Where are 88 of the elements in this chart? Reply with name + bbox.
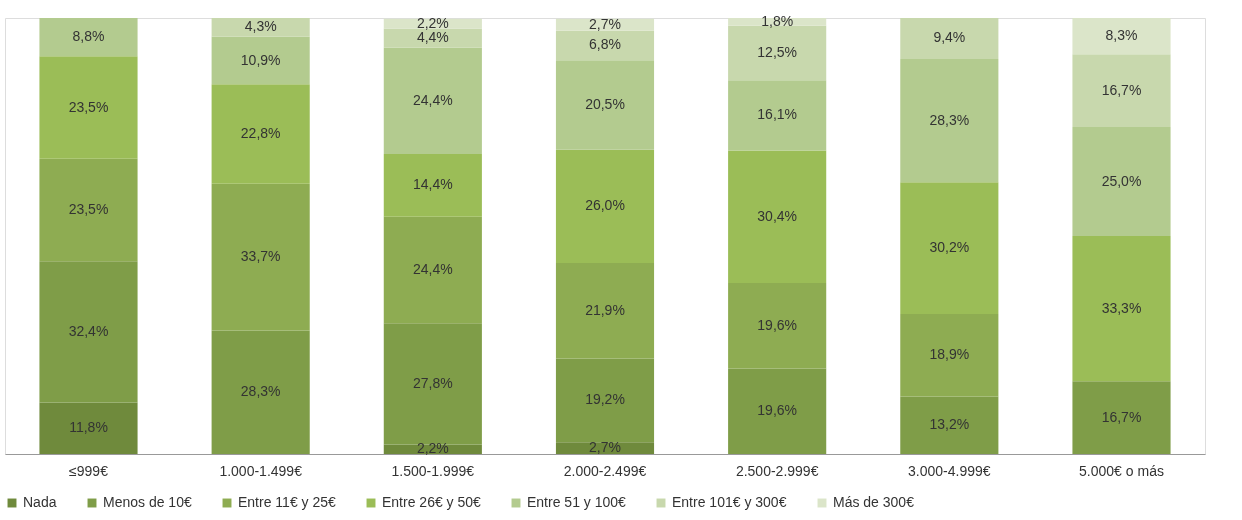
bar	[1072, 236, 1171, 382]
bar	[555, 263, 655, 359]
data-label: 28,3%	[240, 383, 281, 400]
bar	[900, 314, 999, 397]
bar	[1072, 127, 1171, 236]
x-tick-label: 2.500-2.999€	[735, 462, 819, 479]
bar	[211, 183, 310, 331]
data-label: 16,1%	[757, 106, 798, 123]
legend-label: Nada	[23, 494, 57, 510]
bar	[383, 323, 482, 445]
data-label: 2,2%	[416, 14, 449, 31]
bar	[383, 47, 482, 155]
bar	[383, 216, 482, 324]
bar	[728, 283, 827, 369]
bar	[1072, 54, 1171, 127]
bar	[1072, 18, 1171, 55]
data-label: 20,5%	[585, 95, 625, 112]
bar	[39, 261, 138, 403]
x-tick-label: 1.000-1.499€	[219, 462, 303, 479]
bar	[555, 30, 655, 61]
data-label: 25,0%	[1101, 172, 1142, 189]
data-label: 4,3%	[244, 18, 277, 35]
data-label: 19,2%	[585, 391, 625, 408]
bar	[728, 80, 827, 151]
data-label: 33,7%	[240, 248, 281, 265]
bar	[728, 368, 827, 454]
data-label: 1,8%	[761, 12, 794, 29]
data-label: 23,5%	[68, 201, 109, 218]
data-label: 2,7%	[589, 439, 621, 456]
data-label: 8,3%	[1105, 27, 1138, 44]
data-label: 2,7%	[589, 15, 621, 32]
data-label: 4,4%	[416, 29, 449, 46]
data-label: 16,7%	[1101, 408, 1142, 425]
bar	[900, 182, 999, 315]
bar	[900, 396, 999, 454]
bar	[383, 28, 482, 48]
bar	[555, 358, 655, 443]
legend-label: Menos de 10€	[103, 494, 192, 510]
data-label: 19,6%	[757, 402, 798, 419]
data-label: 11,8%	[69, 419, 108, 436]
legend-label: Más de 300€	[833, 494, 915, 510]
data-label: 10,9%	[240, 51, 281, 68]
bar	[211, 36, 310, 85]
bar	[383, 154, 482, 217]
bar	[39, 402, 138, 454]
legend-label: Entre 26€ y 50€	[382, 494, 482, 510]
x-tick-label: 1.500-1.999€	[391, 462, 475, 479]
x-tick-label: 3.000-4.999€	[908, 462, 991, 479]
data-label: 22,8%	[240, 124, 281, 141]
bar	[1072, 381, 1171, 454]
bar	[39, 158, 138, 262]
data-label: 6,8%	[589, 36, 621, 53]
data-label: 30,2%	[929, 239, 970, 256]
bar	[211, 84, 310, 184]
bar	[39, 18, 138, 57]
data-label: 26,0%	[585, 197, 625, 214]
data-label: 30,4%	[757, 207, 798, 224]
data-label: 32,4%	[68, 322, 109, 339]
data-label: 24,4%	[412, 91, 453, 108]
bar	[39, 56, 138, 159]
bar	[900, 58, 999, 183]
bar	[211, 330, 310, 454]
data-label: 13,2%	[929, 416, 970, 433]
data-label: 18,9%	[929, 346, 970, 363]
data-label: 8,8%	[72, 28, 105, 45]
data-label: 2,2%	[416, 440, 449, 457]
data-label: 27,8%	[412, 374, 453, 391]
data-label: 21,9%	[585, 301, 625, 318]
legend-label: Entre 11€ y 25€	[238, 494, 337, 510]
bar	[728, 150, 827, 284]
data-label: 33,3%	[1101, 299, 1142, 316]
legend-label: Entre 101€ y 300€	[672, 494, 787, 510]
x-tick-label: 2.000-2.499€	[563, 462, 647, 479]
data-label: 28,3%	[929, 111, 970, 128]
data-label: 14,4%	[412, 176, 453, 193]
data-label: 19,6%	[757, 316, 798, 333]
bar	[900, 18, 999, 59]
bar	[211, 18, 310, 37]
data-label: 16,7%	[1101, 81, 1142, 98]
x-tick-label: 5.000€ o más	[1079, 462, 1164, 479]
data-label: 24,4%	[412, 261, 453, 278]
legend-label: Entre 51 y 100€	[527, 494, 627, 510]
bar	[555, 149, 655, 264]
x-tick-label: ≤999€	[69, 462, 109, 479]
data-label: 23,5%	[68, 98, 109, 115]
data-label: 12,5%	[757, 44, 798, 61]
data-label: 9,4%	[933, 29, 966, 46]
bar	[555, 60, 655, 150]
